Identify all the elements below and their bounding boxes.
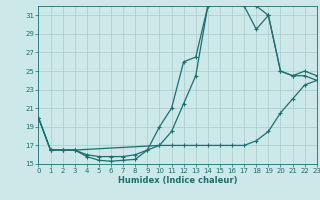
X-axis label: Humidex (Indice chaleur): Humidex (Indice chaleur) xyxy=(118,176,237,185)
